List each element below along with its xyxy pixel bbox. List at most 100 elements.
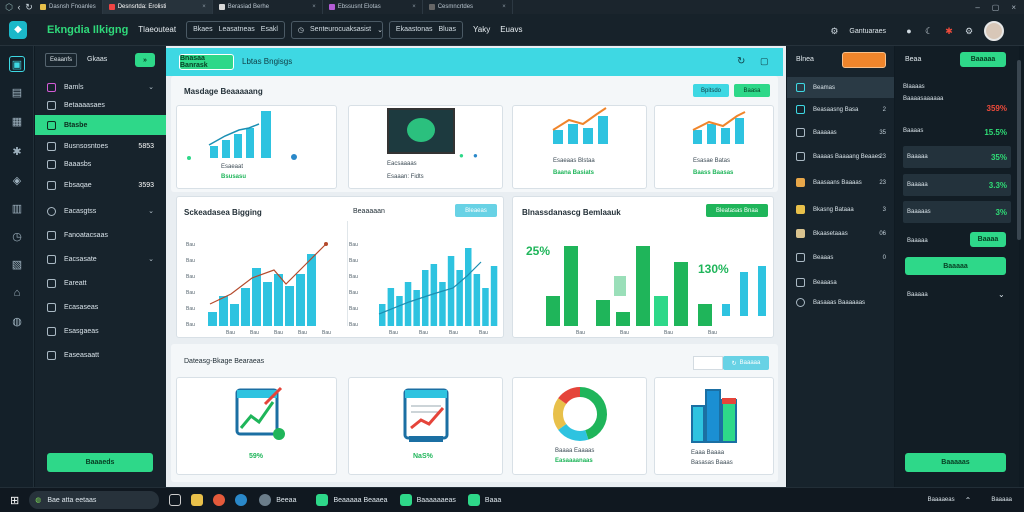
windows-start-icon[interactable]: ⊞ [10, 494, 20, 507]
taskbar-item[interactable]: Beeaa [259, 494, 296, 506]
app-logo-icon[interactable]: ◆ [9, 20, 27, 39]
task-view-icon[interactable] [169, 494, 182, 506]
tab-2[interactable]: Desnsrtda: Erolisti × [102, 0, 213, 14]
kpi-card-4[interactable]: Esasae Batas Baass Baasas [654, 105, 774, 189]
grid-icon[interactable]: ▥ [11, 202, 23, 215]
tray-label[interactable]: Baaaaeas [927, 497, 955, 503]
close-window-icon[interactable]: × [1011, 2, 1016, 12]
minimize-icon[interactable]: – [975, 2, 980, 12]
stats-bottom-button[interactable]: Baaaaas [905, 453, 1006, 472]
stats-wide-button[interactable]: Baaaaa [905, 257, 1006, 275]
list-item[interactable]: Beamas [787, 77, 894, 98]
tab-4[interactable]: Ebssusnt Elotas × [323, 0, 423, 14]
chart-2-button[interactable]: Bleaeas [455, 204, 497, 217]
sidebar-bottom-button[interactable]: Baaaeds [47, 453, 153, 472]
refresh-icon[interactable]: ↻ [25, 1, 33, 12]
sidebar-item-2[interactable]: Btasbe [35, 115, 166, 135]
tag-icon[interactable]: ◈ [12, 174, 22, 187]
clock-icon[interactable]: ◷ [12, 230, 22, 243]
list-item[interactable]: Beasaasng Basa 2 [787, 99, 894, 120]
tab-3[interactable]: Berasiad Berhe × [213, 0, 323, 14]
close-tab-icon[interactable]: × [312, 4, 316, 10]
expand-icon[interactable]: ▢ [760, 56, 769, 66]
calendar-icon[interactable]: ▦ [11, 115, 23, 128]
network-icon[interactable]: ✱ [12, 145, 22, 158]
kpi-card-3[interactable]: Esaeaas Blstaa Baana Basiats [512, 105, 647, 189]
kpi-card-2[interactable]: ● ● Eacsaaaas Esaaan: Fidts [348, 105, 503, 189]
section-button-2[interactable]: Baasa [734, 84, 770, 97]
sidebar-item-12[interactable]: Easeasaatt [35, 345, 166, 365]
close-tab-icon[interactable]: × [412, 4, 416, 10]
file-explorer-icon[interactable] [191, 494, 204, 506]
stats-dropdown[interactable]: Baaaaa [907, 292, 928, 298]
list-item[interactable]: Baasaans Baaaas 23 [787, 172, 894, 193]
tile-1[interactable]: 59% [176, 377, 337, 475]
stats-row-button[interactable]: Baaaa [970, 232, 1006, 247]
section-2-button[interactable]: ↻ Baaaaa [723, 356, 769, 370]
tile-3[interactable]: Baaaa Eaaaas Easaaaanaas [512, 377, 647, 475]
help-icon[interactable]: ● [906, 26, 912, 36]
close-tab-icon[interactable]: × [502, 4, 506, 10]
settings-icon[interactable]: ⚙ [830, 25, 839, 36]
sidebar-select-alt[interactable]: Gkaas [87, 56, 108, 63]
tile-4[interactable]: Eaaa Baaaa Basasas Baaas [654, 377, 774, 475]
list-item[interactable]: Baaaaas 35 [787, 122, 894, 143]
nav-link-2[interactable]: Yaky [473, 25, 491, 34]
sidebar-item-9[interactable]: Eareatt [35, 273, 166, 293]
list-item[interactable]: Bkaasetaaas 06 [787, 223, 894, 244]
gear-icon[interactable]: ⚙ [964, 25, 974, 36]
tile-2[interactable]: NaS% [348, 377, 503, 475]
sidebar-select[interactable]: Eeaanfs [45, 53, 77, 67]
kpi-card-1[interactable]: Esaeaat Bsusasu [176, 105, 337, 189]
sidebar-item-4[interactable]: Baaasbs [35, 154, 166, 174]
taskbar-item[interactable]: Beaaaaa Beaaea [316, 494, 388, 506]
list-item[interactable]: Beaaasa [787, 272, 894, 293]
list-item[interactable]: Baaaas Baaaang Beaaes 23 [787, 146, 894, 167]
building-icon[interactable]: ⌂ [13, 287, 21, 299]
sidebar-item-8[interactable]: Eacsasate ⌄ [35, 249, 166, 269]
taskbar-item[interactable]: Baaa [467, 494, 501, 506]
taskbar-item[interactable]: Baaaaaaeas [399, 494, 456, 506]
list-item[interactable]: Bkasng Bataaa 3 [787, 199, 894, 220]
nav-button-group-2[interactable]: Ekaastonas Bluas [388, 20, 464, 39]
clock[interactable]: Baaaaa [991, 497, 1012, 503]
inbox-icon[interactable]: ▤ [11, 86, 23, 99]
sidebar-item-3[interactable]: Busnsosntoes 5853 [35, 136, 166, 156]
chevron-down-icon[interactable]: ⌄ [998, 290, 1005, 299]
nav-link[interactable]: Tlaeouteat [138, 25, 177, 34]
app-menu-icon[interactable]: ⬡ [5, 1, 13, 12]
maximize-icon[interactable]: ▢ [991, 2, 1000, 12]
taskbar-search[interactable]: ◍ Bae atta eetaas [29, 491, 160, 509]
user-label[interactable]: Gantuaraes [849, 27, 886, 35]
globe-icon[interactable]: ◍ [12, 315, 22, 328]
chart-3-button[interactable]: Bleatasas Bnaa [706, 204, 768, 217]
tray-icon[interactable]: ⌃ [964, 495, 972, 505]
tab-5[interactable]: Cesmncrtdes × [423, 0, 513, 14]
nav-link-3[interactable]: Euavs [500, 25, 523, 34]
nav-button-group[interactable]: Bkaes Leasatneas Esakl [186, 20, 285, 39]
sidebar-item-7[interactable]: Fanoatacsaas [35, 225, 166, 245]
stats-top-button[interactable]: Baaaaa [960, 52, 1006, 67]
sidebar-item-1[interactable]: Betaaaasaes [35, 95, 166, 115]
section-button-1[interactable]: Bpitsdo [693, 84, 729, 97]
edge-icon[interactable] [235, 494, 248, 506]
sidebar-item-11[interactable]: Esasgaeas [35, 321, 166, 341]
sidebar-item-0[interactable]: Bamls ⌄ [35, 77, 166, 97]
notifications-icon[interactable]: ✱ [945, 25, 953, 36]
close-tab-icon[interactable]: × [202, 4, 206, 10]
chart-icon[interactable]: ▧ [11, 258, 23, 271]
header-action-button[interactable]: Bnasaa Banrask [179, 54, 234, 70]
tab-1[interactable]: Dasnsh Fnoanles [34, 0, 103, 14]
back-icon[interactable]: ‹ [17, 2, 21, 12]
dashboard-icon[interactable]: ▣ [9, 56, 25, 72]
section-2-input[interactable] [693, 356, 723, 370]
scrollbar[interactable] [1017, 60, 1021, 240]
list-item[interactable]: Beaaas 0 [787, 247, 894, 268]
sidebar-toggle-button[interactable]: » [135, 53, 155, 67]
moon-icon[interactable]: ☾ [924, 25, 934, 36]
panel-toggle-button[interactable] [842, 52, 886, 68]
sidebar-item-10[interactable]: Ecasaseas [35, 297, 166, 317]
workspace-dropdown[interactable]: ◷ Senteurocuaksasist ⌄ [290, 20, 383, 39]
app-icon[interactable] [213, 494, 226, 506]
avatar[interactable] [984, 21, 1004, 41]
